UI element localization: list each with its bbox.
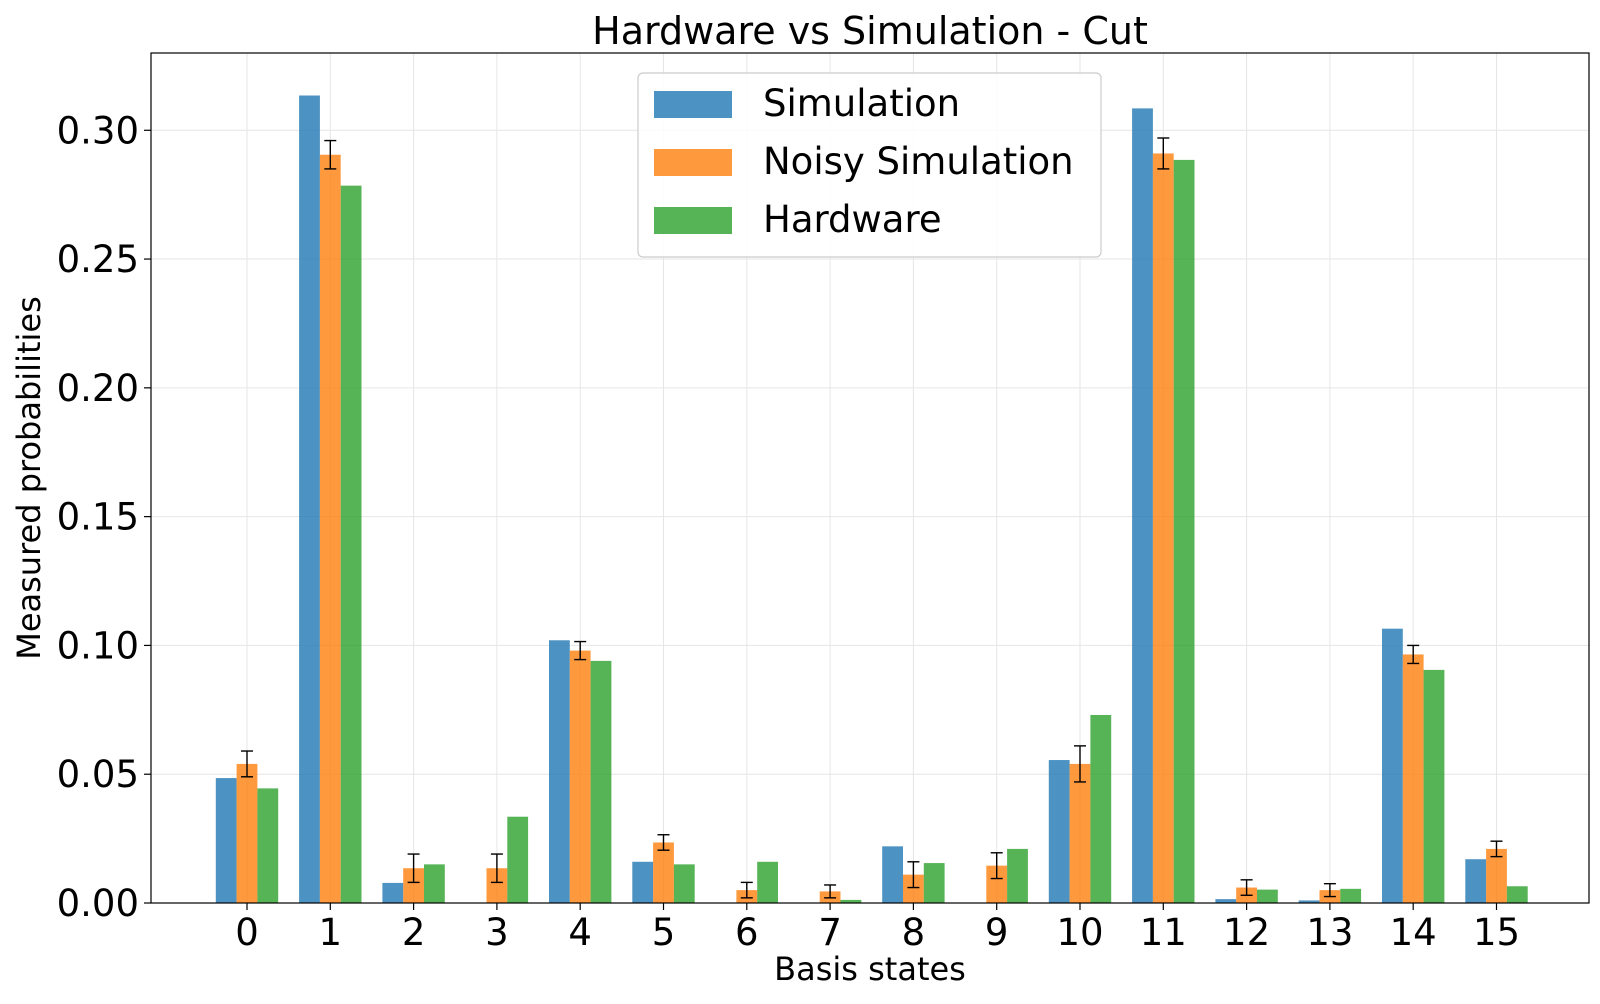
x-tick-label: 14: [1390, 911, 1437, 954]
bar-hardware: [507, 816, 529, 903]
bar-noisy-simulation: [486, 868, 508, 903]
legend-swatch-simulation: [654, 91, 732, 118]
x-tick-label: 0: [235, 911, 259, 954]
x-tick-label: 5: [652, 911, 676, 954]
plot-frame: [150, 52, 1590, 904]
bar-simulation: [549, 640, 570, 903]
y-axis: 0.00 0.05 0.10 0.15 0.20 0.25 0.30: [57, 109, 151, 925]
y-tick-label: 0.20: [57, 367, 139, 410]
y-axis-label: Measured probabilities: [10, 296, 48, 660]
bar-noisy-simulation: [319, 154, 341, 903]
bar-simulation: [1382, 628, 1403, 903]
y-tick-label: 0.25: [57, 238, 139, 281]
legend-swatch-hardware: [654, 207, 732, 234]
bar-hardware: [424, 864, 445, 903]
y-tick-label: 0.00: [57, 882, 139, 925]
x-tick-label: 10: [1056, 911, 1103, 954]
bar-simulation: [882, 846, 903, 903]
x-tick-label: 8: [902, 911, 926, 954]
chart-title: Hardware vs Simulation - Cut: [592, 9, 1148, 53]
error-bars-layer: [241, 137, 1503, 899]
bar-noisy-simulation: [903, 874, 924, 903]
bar-simulation: [382, 882, 404, 903]
bar-noisy-simulation: [1152, 153, 1174, 904]
y-tick-label: 0.15: [57, 496, 139, 539]
bar-hardware: [840, 899, 862, 903]
bar-noisy-simulation: [236, 763, 258, 903]
bar-noisy-simulation: [1402, 654, 1424, 903]
bar-simulation: [1048, 760, 1070, 903]
bar-simulation: [1215, 899, 1237, 903]
bar-hardware: [590, 660, 612, 903]
y-tick-label: 0.05: [57, 753, 139, 796]
legend-label-hardware: Hardware: [763, 198, 942, 241]
x-tick-label: 7: [818, 911, 842, 954]
legend-swatch-noisy-simulation: [654, 149, 732, 176]
bar-hardware: [1423, 669, 1445, 903]
bar-hardware: [1340, 888, 1362, 903]
y-tick-label: 0.10: [57, 624, 139, 667]
x-axis-label: Basis states: [774, 950, 966, 988]
legend: Simulation Noisy Simulation Hardware: [637, 72, 1102, 258]
bar-noisy-simulation: [986, 865, 1008, 903]
legend-label-noisy-simulation: Noisy Simulation: [763, 140, 1074, 183]
x-tick-label: 15: [1473, 911, 1520, 954]
bar-hardware: [1173, 159, 1195, 904]
x-tick-label: 2: [402, 911, 426, 954]
bar-noisy-simulation: [1486, 848, 1507, 903]
x-tick-label: 3: [485, 911, 509, 954]
bar-hardware: [257, 788, 279, 903]
bar-hardware: [923, 863, 945, 903]
bar-simulation: [1132, 108, 1153, 903]
bar-hardware: [1506, 886, 1528, 903]
bar-simulation: [1465, 859, 1487, 903]
x-tick-label: 4: [568, 911, 592, 954]
legend-label-simulation: Simulation: [763, 82, 960, 125]
bar-noisy-simulation: [569, 650, 591, 903]
bar-simulation: [1298, 900, 1320, 903]
bar-simulation: [299, 95, 320, 903]
x-tick-label: 1: [319, 911, 343, 954]
bar-hardware: [340, 185, 362, 904]
x-tick-label: 12: [1223, 911, 1270, 954]
y-tick-label: 0.30: [57, 109, 139, 152]
legend-box: [637, 72, 1102, 258]
bar-hardware: [1257, 889, 1278, 903]
bar-simulation: [632, 861, 654, 903]
x-tick-label: 11: [1140, 911, 1187, 954]
x-tick-label: 13: [1306, 911, 1353, 954]
x-axis: 0 1 2 3 4 5 6 7 8 9 10 11 12 13 14 15: [235, 903, 1520, 954]
bar-hardware: [757, 861, 778, 903]
bars-layer: [215, 95, 1528, 904]
bar-noisy-simulation: [403, 868, 424, 903]
bar-noisy-simulation: [1069, 763, 1091, 903]
bar-simulation: [215, 778, 237, 903]
x-tick-label: 9: [985, 911, 1009, 954]
bar-hardware: [1007, 848, 1028, 903]
bar-hardware: [1090, 714, 1112, 903]
x-tick-label: 6: [735, 911, 759, 954]
bar-hardware: [673, 864, 695, 903]
bar-noisy-simulation: [653, 842, 674, 903]
